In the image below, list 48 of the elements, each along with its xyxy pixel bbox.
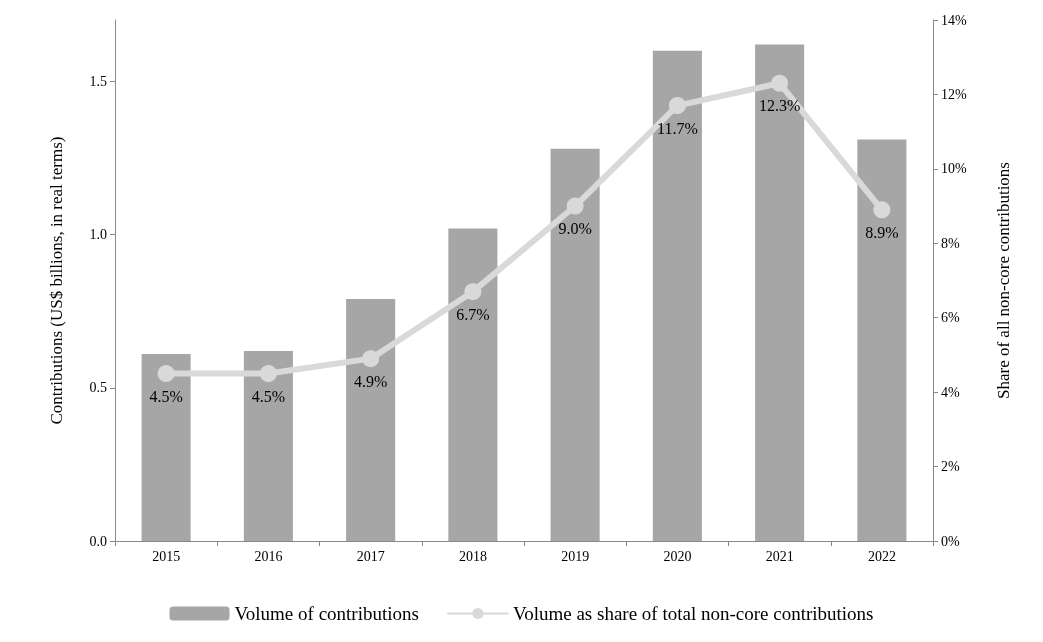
point: [566, 197, 584, 215]
x-tick-label: 2021: [765, 548, 794, 564]
data-label: 8.9%: [865, 223, 899, 241]
data-label: 6.7%: [456, 305, 490, 323]
y2-tick-label: 6%: [941, 310, 960, 326]
bar: [448, 228, 498, 541]
point: [668, 97, 686, 115]
x-tick-label: 2019: [561, 548, 590, 564]
bar: [346, 298, 396, 541]
bar: [550, 148, 600, 541]
point: [464, 283, 482, 301]
data-label: 11.7%: [657, 119, 698, 137]
y-tick-label: 0.0: [89, 533, 107, 549]
data-label: 12.3%: [758, 97, 801, 115]
y-tick-label: 0.5: [89, 380, 107, 396]
legend-label: Volume of contributions: [234, 603, 419, 624]
y2-tick-label: 2%: [941, 459, 960, 475]
point: [771, 74, 789, 92]
y2-tick-label: 12%: [941, 86, 967, 102]
y2-tick-label: 14%: [941, 12, 967, 28]
bar: [141, 354, 191, 541]
x-tick-label: 2022: [867, 548, 896, 564]
point: [259, 365, 277, 383]
y2-tick-label: 4%: [941, 384, 960, 400]
y2-tick-label: 8%: [941, 235, 960, 251]
bar: [652, 50, 702, 541]
point: [362, 350, 380, 368]
x-tick-label: 2020: [663, 548, 692, 564]
data-label: 4.5%: [251, 387, 286, 405]
bar: [755, 44, 805, 541]
data-label: 4.5%: [149, 387, 183, 405]
data-label: 9.0%: [558, 220, 592, 238]
point: [157, 365, 175, 383]
legend-label: Volume as share of total non-core contributions: [512, 603, 874, 624]
data-label: 4.9%: [353, 372, 388, 390]
y-tick-label: 1.0: [89, 227, 107, 243]
y-axis-title: Contributions (US$ billions, in real terms): [47, 136, 66, 425]
y2-tick-label: 0%: [941, 533, 960, 549]
y2-axis-title: Share of all non-core contributions: [994, 162, 1013, 399]
x-tick-label: 2016: [254, 548, 283, 564]
y-tick-label: 1.5: [89, 73, 107, 89]
bar: [857, 139, 907, 541]
bar: [243, 350, 293, 541]
x-tick-label: 2015: [152, 548, 181, 564]
x-tick-label: 2017: [356, 548, 385, 564]
y2-tick-label: 10%: [941, 161, 967, 177]
point: [873, 201, 891, 219]
x-tick-label: 2018: [458, 548, 487, 564]
